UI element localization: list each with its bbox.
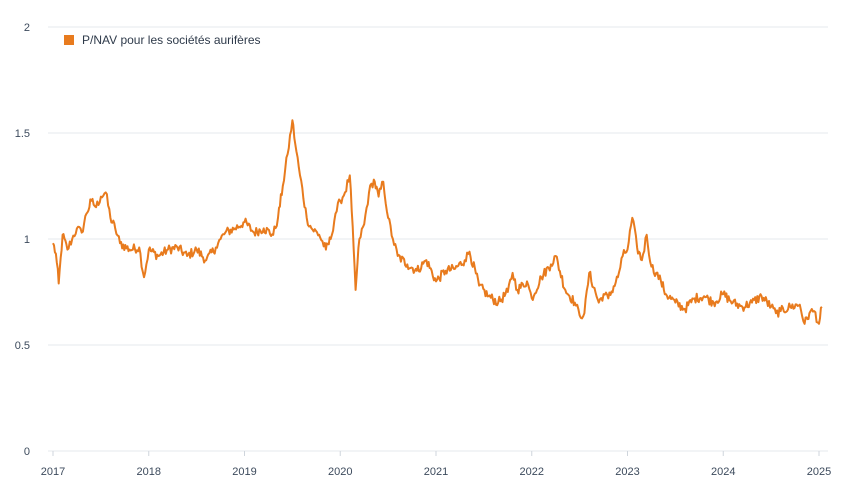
series-line-pnav (52, 119, 823, 325)
x-tick-label: 2024 (711, 466, 735, 478)
legend: P/NAV pour les sociétés aurifères (64, 33, 261, 47)
y-tick-label: 2 (24, 22, 30, 34)
y-tick-label: 0 (24, 446, 30, 458)
legend-swatch (64, 35, 74, 45)
y-tick-label: 1 (24, 234, 30, 246)
x-tick-label: 2021 (424, 466, 448, 478)
x-tick-label: 2020 (328, 466, 352, 478)
x-tick-label: 2018 (137, 466, 161, 478)
x-tick-label: 2022 (520, 466, 544, 478)
x-tick-label: 2019 (232, 466, 256, 478)
gridlines (48, 26, 828, 452)
y-tick-label: 0.5 (15, 340, 30, 352)
x-tick-label: 2023 (615, 466, 639, 478)
x-tick-label: 2017 (41, 466, 65, 478)
y-tick-label: 1.5 (15, 128, 30, 140)
legend-label: P/NAV pour les sociétés aurifères (82, 33, 261, 47)
x-axis-tick-labels: 2017 2018 2019 2020 2021 2022 2023 2024 2025 (41, 451, 831, 478)
x-tick-label: 2025 (807, 466, 831, 478)
series-layer (52, 119, 823, 325)
y-axis-tick-labels: 0 0.5 1 1.5 2 (15, 22, 30, 458)
